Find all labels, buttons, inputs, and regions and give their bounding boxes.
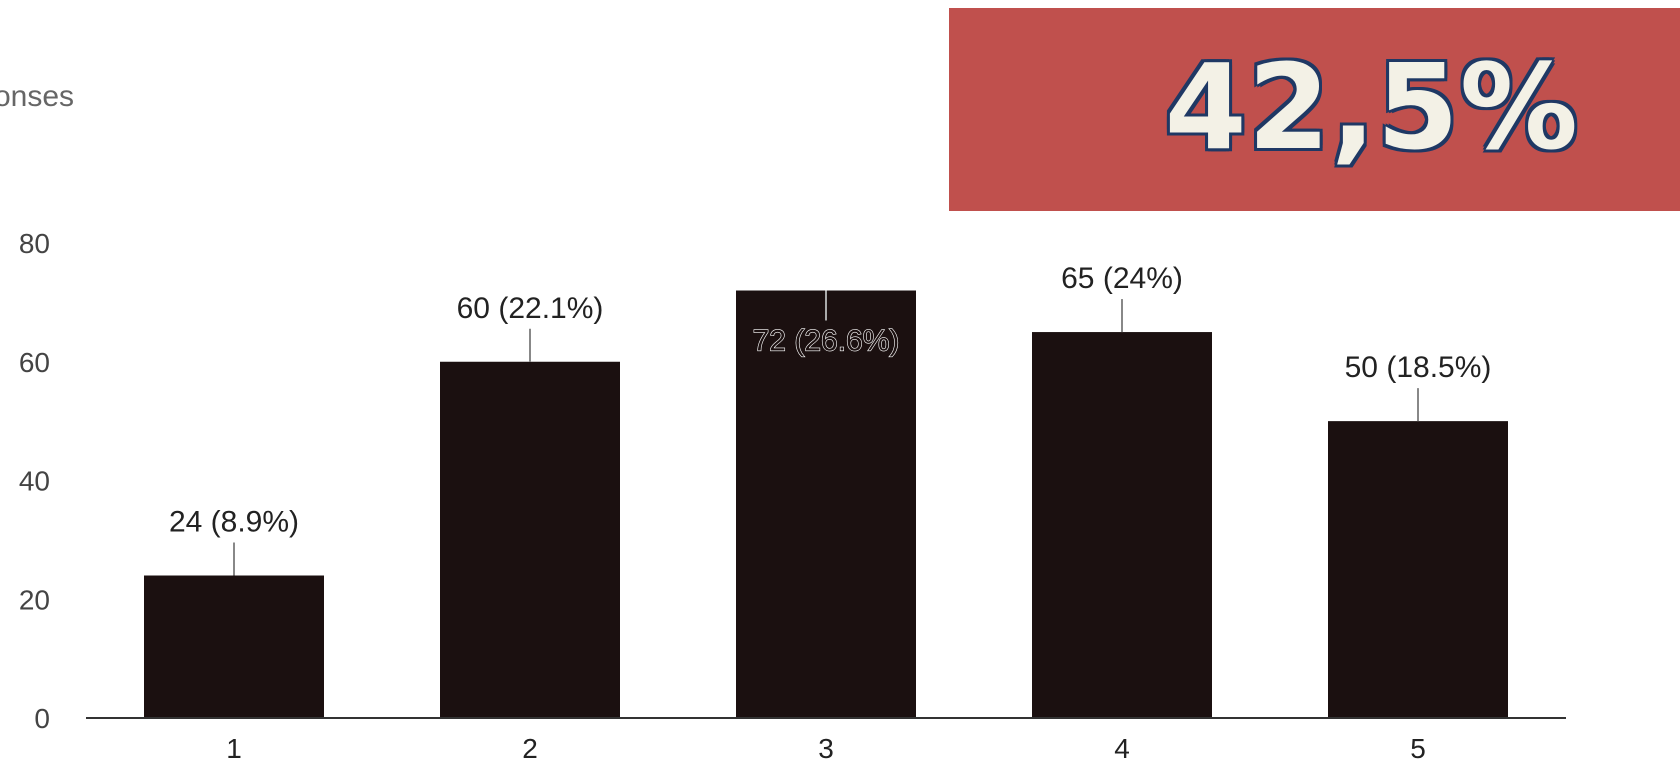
data-label: 50 (18.5%) <box>1345 351 1492 384</box>
bar <box>736 290 916 718</box>
y-tick-label: 80 <box>19 228 50 259</box>
y-tick-label: 40 <box>19 466 50 497</box>
x-tick-label: 5 <box>1410 733 1426 763</box>
data-label: 72 (26.6%) <box>753 325 900 358</box>
bar <box>144 575 324 718</box>
data-label: 24 (8.9%) <box>169 506 299 539</box>
bar <box>1032 332 1212 718</box>
x-tick-label: 2 <box>522 733 538 763</box>
percentage-banner-text: 42,5% <box>1164 38 1579 176</box>
y-tick-label: 60 <box>19 347 50 378</box>
x-tick-label: 1 <box>226 733 242 763</box>
data-labels: 24 (8.9%) 60 (22.1%) 72 (26.6%) 65 (24%) 50 … <box>169 262 1492 576</box>
percentage-banner: 42,5% <box>949 8 1680 211</box>
x-axis-ticks: 1 2 3 4 5 <box>226 733 1426 763</box>
y-tick-label: 0 <box>34 703 50 734</box>
bar <box>440 361 620 718</box>
y-axis-ticks: 0 20 40 60 80 <box>19 228 50 734</box>
data-label: 65 (24%) <box>1061 262 1183 295</box>
chart-subtitle: onses <box>0 80 75 113</box>
x-tick-label: 3 <box>818 733 834 763</box>
bars <box>144 290 1508 718</box>
x-tick-label: 4 <box>1114 733 1130 763</box>
data-label: 60 (22.1%) <box>457 292 604 325</box>
y-tick-label: 20 <box>19 584 50 615</box>
bar <box>1328 421 1508 718</box>
